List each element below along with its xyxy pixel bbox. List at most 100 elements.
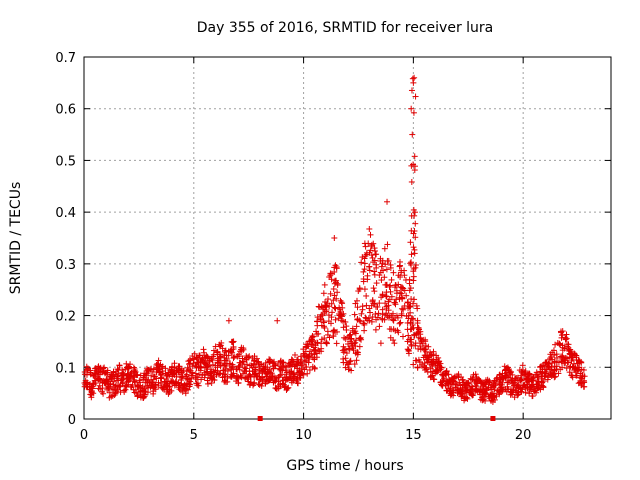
data-point [446, 388, 453, 395]
data-point [365, 240, 372, 247]
data-point [424, 368, 431, 375]
data-point [308, 337, 315, 344]
data-point [269, 372, 276, 379]
data-point [354, 349, 361, 356]
x-axis-label: GPS time / hours [286, 458, 403, 474]
data-point [205, 355, 212, 362]
data-point [230, 355, 237, 362]
data-point [391, 299, 398, 306]
data-point [559, 347, 566, 354]
data-point [331, 268, 338, 275]
data-point [327, 272, 334, 279]
data-point [131, 367, 138, 374]
data-point [331, 280, 338, 287]
data-point [562, 336, 569, 343]
y-tick-label: 0.6 [55, 103, 76, 118]
data-point [130, 386, 137, 393]
data-point [356, 343, 363, 350]
data-point [101, 364, 108, 371]
data-point [555, 370, 562, 377]
data-point [581, 383, 588, 390]
data-point [511, 394, 518, 401]
data-point [283, 364, 290, 371]
data-point [378, 277, 385, 284]
data-point [315, 330, 322, 337]
data-point [240, 358, 247, 365]
data-point [343, 350, 350, 357]
data-point [330, 297, 337, 304]
data-point [112, 390, 119, 397]
data-point [421, 346, 428, 353]
data-point [392, 282, 399, 289]
data-point [332, 262, 339, 269]
data-point [354, 349, 361, 356]
data-point [528, 386, 535, 393]
data-point [577, 370, 584, 377]
data-point [412, 342, 419, 349]
data-point [551, 363, 558, 370]
data-point [148, 372, 155, 379]
data-point [285, 384, 292, 391]
data-point [455, 371, 462, 378]
data-point [318, 345, 325, 352]
data-point [563, 331, 570, 338]
data-point [371, 247, 378, 254]
data-point [279, 380, 286, 387]
data-point [411, 228, 418, 235]
data-point [227, 373, 234, 380]
data-point [425, 343, 432, 350]
x-tick-label: 10 [295, 428, 312, 443]
data-point [347, 357, 354, 364]
data-point [262, 379, 269, 386]
data-point [552, 341, 559, 348]
data-point [321, 281, 328, 288]
data-point [540, 384, 547, 391]
data-point [327, 290, 334, 297]
data-point [433, 352, 440, 359]
data-point [381, 274, 388, 281]
data-point [534, 374, 541, 381]
data-point [408, 336, 415, 343]
data-point [228, 364, 235, 371]
data-point [507, 369, 514, 376]
data-point [410, 273, 417, 280]
data-point [417, 340, 424, 347]
data-point [477, 378, 484, 385]
data-point [131, 378, 138, 385]
chart-title: Day 355 of 2016, SRMTID for receiver lur… [197, 20, 494, 36]
data-point [397, 319, 404, 326]
data-point [459, 384, 466, 391]
data-point [240, 346, 247, 353]
data-point [406, 280, 413, 287]
data-point [275, 385, 282, 392]
data-point [229, 339, 236, 346]
data-point [334, 289, 341, 296]
data-point [572, 372, 579, 379]
data-point [407, 239, 414, 246]
data-point [328, 300, 335, 307]
data-point [403, 292, 410, 299]
data-point [90, 380, 97, 387]
data-point [173, 380, 180, 387]
data-point [406, 304, 413, 311]
data-point [361, 266, 368, 273]
data-point [364, 272, 371, 279]
data-point [358, 336, 365, 343]
data-point [356, 317, 363, 324]
data-point [408, 341, 415, 348]
data-point [191, 350, 198, 357]
data-point [342, 355, 349, 362]
data-point [266, 376, 273, 383]
data-point [417, 328, 424, 335]
data-point [565, 359, 572, 366]
data-point [412, 93, 419, 100]
data-point [388, 276, 395, 283]
data-point [361, 286, 368, 293]
data-point [373, 251, 380, 258]
data-point [310, 333, 317, 340]
data-point [98, 369, 105, 376]
data-point [91, 370, 98, 377]
data-point [409, 75, 416, 82]
data-point [398, 290, 405, 297]
data-point [236, 353, 243, 360]
